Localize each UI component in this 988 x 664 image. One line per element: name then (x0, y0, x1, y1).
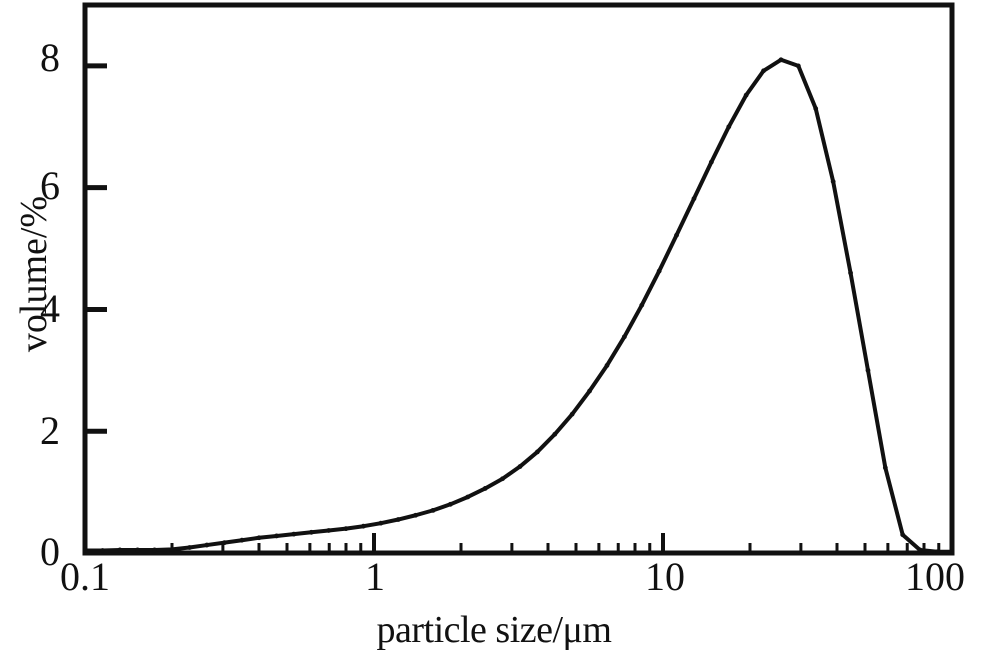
data-point-marker (604, 363, 610, 368)
data-point-marker (448, 501, 453, 507)
data-point-marker (413, 512, 418, 518)
data-point-marker (949, 549, 955, 555)
data-point-marker (761, 68, 766, 74)
data-point-marker (830, 179, 836, 184)
data-point-marker (795, 63, 801, 69)
data-point-marker (82, 548, 88, 553)
x-tick-label-0-1: 0.1 (60, 554, 110, 599)
data-point-marker (378, 520, 384, 526)
data-point-marker (848, 270, 853, 276)
data-point-marker (674, 232, 679, 238)
data-point-marker (482, 486, 488, 491)
y-tick-label-0: 0 (40, 529, 60, 574)
data-point-marker (169, 546, 175, 552)
data-point-markers (82, 57, 955, 555)
data-point-marker (934, 549, 940, 555)
y-tick-label-2: 2 (40, 408, 60, 453)
data-point-marker (239, 537, 245, 543)
y-tick-label-4: 4 (40, 286, 60, 331)
y-tick-label-8: 8 (40, 35, 60, 80)
data-point-marker (395, 517, 401, 522)
data-point-marker (326, 528, 332, 533)
data-point-marker (639, 302, 645, 308)
data-point-marker (187, 545, 192, 550)
data-point-marker (743, 92, 749, 98)
data-point-marker (534, 449, 540, 455)
data-point-marker (621, 334, 627, 340)
data-point-marker (517, 464, 523, 469)
x-tick-label-1: 1 (365, 554, 385, 599)
data-point-marker (569, 411, 575, 417)
data-point-marker (691, 196, 697, 202)
data-point-marker (882, 465, 888, 471)
axis-ticks (85, 63, 941, 553)
data-point-marker (204, 542, 210, 548)
data-point-marker (222, 540, 227, 546)
x-tick-label-100: 100 (905, 554, 965, 599)
data-point-marker (343, 526, 349, 532)
data-point-marker (152, 547, 157, 553)
data-point-marker (500, 476, 505, 482)
data-point-marker (917, 547, 923, 553)
data-point-marker (465, 494, 471, 500)
data-point-marker (430, 507, 436, 513)
data-point-marker (865, 367, 871, 373)
data-point-marker (361, 523, 366, 529)
data-point-marker (900, 532, 906, 538)
plot-frame (82, 2, 955, 556)
data-point-marker (274, 533, 279, 539)
y-tick-label-6: 6 (40, 163, 60, 208)
data-point-marker (291, 531, 297, 537)
data-point-marker (552, 431, 558, 437)
data-point-marker (708, 159, 714, 165)
data-point-marker (726, 124, 732, 130)
data-point-marker (308, 529, 314, 535)
x-tick-label-10: 10 (645, 554, 685, 599)
data-point-marker (813, 106, 819, 111)
data-point-marker (117, 547, 123, 553)
data-point-marker (135, 547, 140, 553)
x-axis-title: particle size/μm (376, 609, 613, 651)
y-axis-title: volume/% (13, 195, 55, 353)
data-point-marker (778, 57, 784, 63)
data-point-marker (100, 548, 105, 553)
data-point-marker (587, 388, 592, 394)
data-point-marker (656, 268, 662, 274)
data-point-marker (256, 535, 262, 541)
